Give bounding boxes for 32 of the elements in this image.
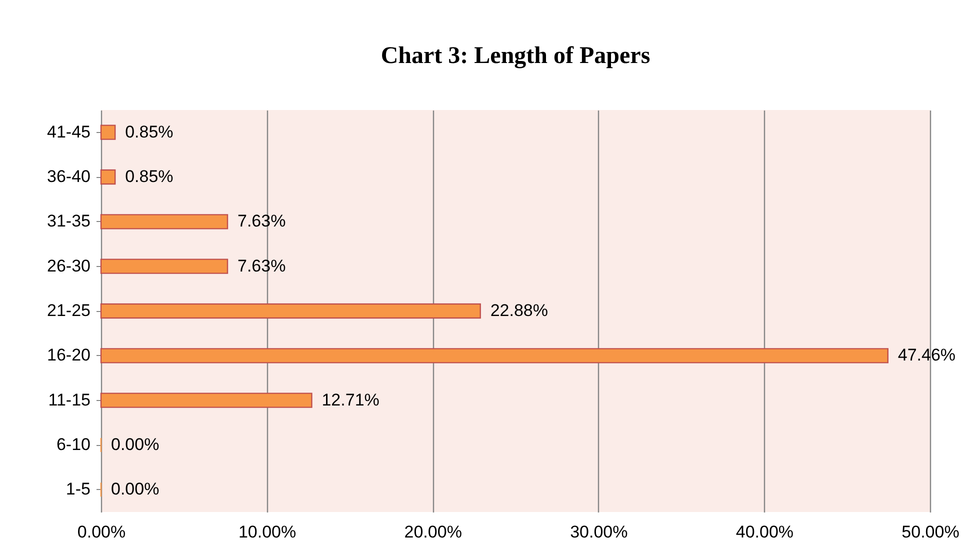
x-tick-label: 30.00% [570, 522, 628, 542]
data-label: 0.85% [125, 167, 174, 186]
y-tick-label: 1-5 [66, 480, 90, 499]
data-label: 7.63% [238, 256, 286, 276]
x-tick-label: 40.00% [736, 522, 794, 542]
y-tick-label: 31-35 [47, 212, 90, 231]
data-label: 47.46% [898, 346, 956, 365]
y-tick-label: 26-30 [47, 256, 90, 276]
x-tick-label: 50.00% [902, 522, 960, 542]
x-tick-label: 0.00% [77, 522, 126, 542]
bar [100, 258, 228, 274]
data-label: 12.71% [322, 390, 380, 410]
y-tick-label: 21-25 [47, 301, 90, 320]
bar [100, 303, 481, 319]
y-tick-label: 41-45 [47, 122, 90, 142]
bar [100, 348, 888, 364]
y-tick-label: 6-10 [56, 435, 90, 454]
bar [100, 392, 312, 408]
y-tick-label: 11-15 [48, 390, 90, 410]
chart-title: Chart 3: Length of Papers [380, 43, 650, 69]
bar [100, 124, 116, 140]
data-label: 22.88% [490, 301, 548, 320]
bar [100, 214, 228, 230]
y-tick-label: 36-40 [47, 167, 90, 186]
x-tick-label: 20.00% [404, 522, 462, 542]
y-tick-label: 16-20 [47, 346, 90, 365]
data-label: 7.63% [238, 212, 286, 231]
data-label: 0.00% [111, 435, 160, 454]
bar [100, 169, 116, 185]
x-tick-label: 10.00% [238, 522, 296, 542]
data-label: 0.00% [111, 480, 160, 499]
data-label: 0.85% [125, 122, 174, 142]
